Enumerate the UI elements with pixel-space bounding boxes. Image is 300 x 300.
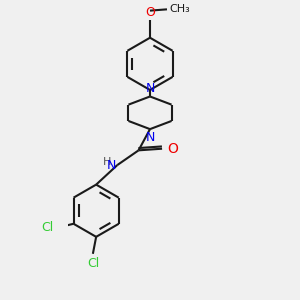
Text: N: N: [145, 82, 155, 95]
Text: O: O: [145, 6, 155, 19]
Text: CH₃: CH₃: [169, 4, 190, 14]
Text: N: N: [106, 158, 116, 172]
Text: O: O: [167, 142, 178, 156]
Text: N: N: [145, 131, 155, 144]
Text: H: H: [103, 158, 111, 167]
Text: Cl: Cl: [87, 257, 99, 270]
Text: Cl: Cl: [42, 221, 54, 234]
